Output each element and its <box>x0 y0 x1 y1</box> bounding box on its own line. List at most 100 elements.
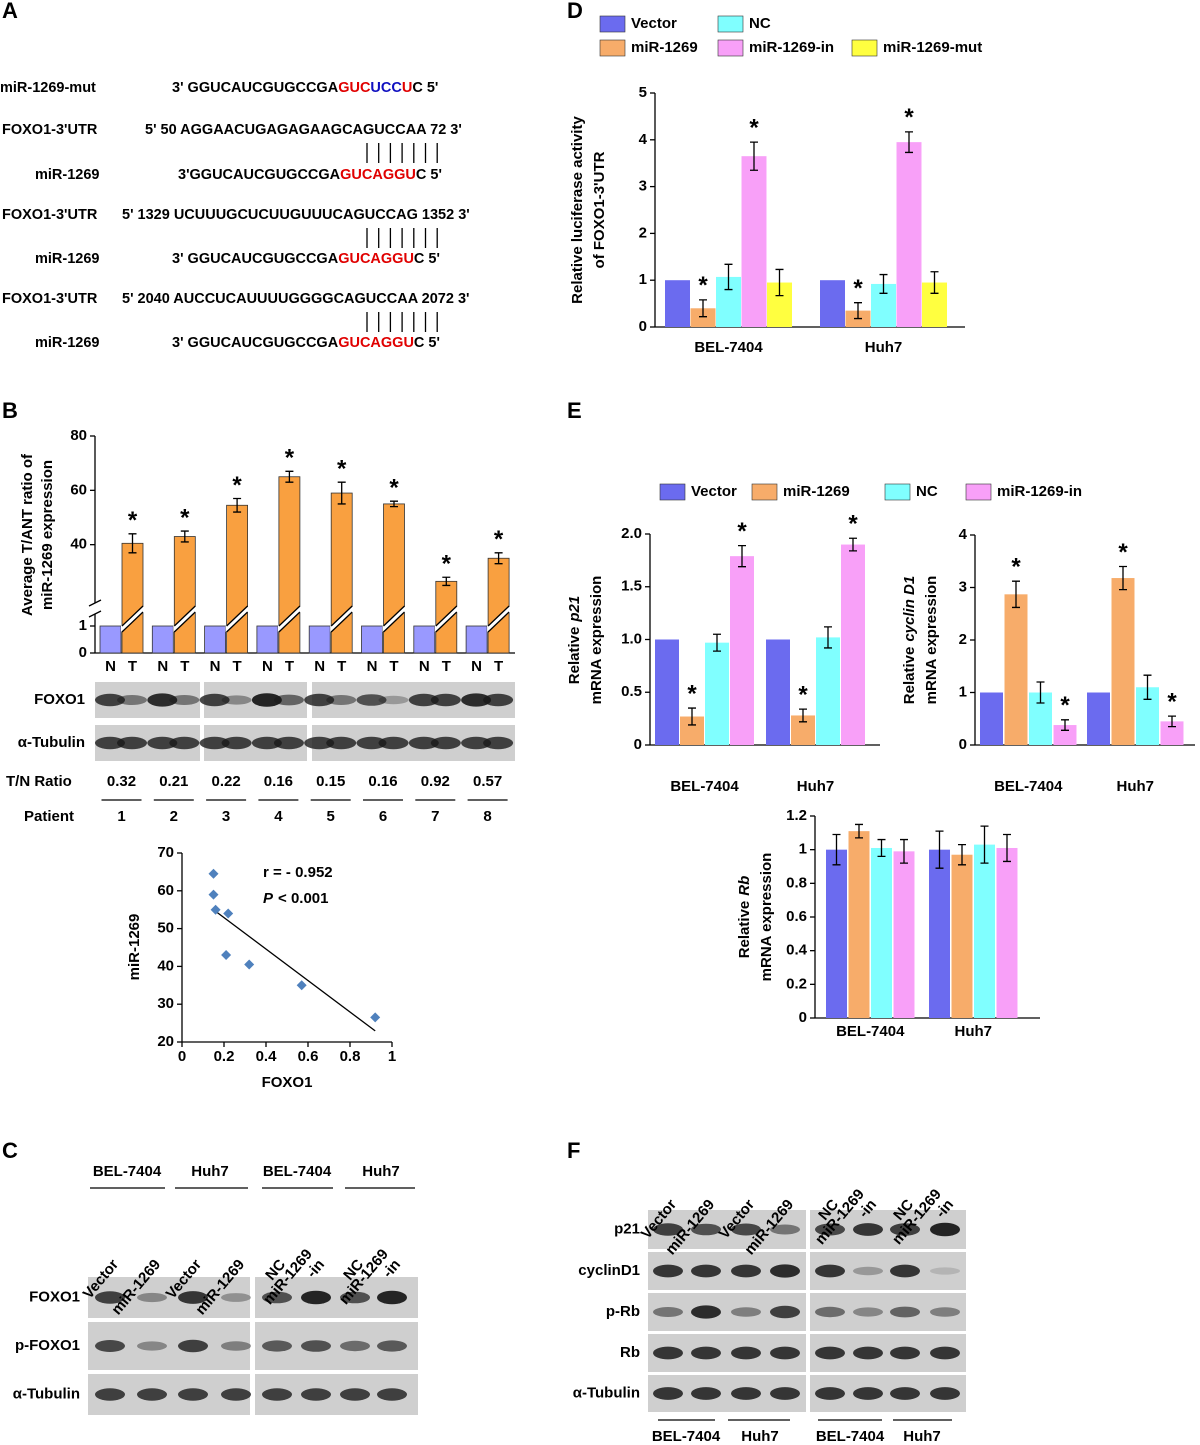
blot-band <box>221 695 252 705</box>
error-bar <box>442 576 451 587</box>
scatter-point <box>244 959 255 970</box>
x-tick-label: N <box>210 658 221 675</box>
x-tick-label: 0 <box>178 1048 186 1065</box>
x-tick-label: BEL-7404 <box>670 778 739 795</box>
bar <box>1160 721 1184 745</box>
sequence: 5' 1329 UCUUUGCUCUUGUUUCAGUCCAG 1352 3' <box>122 207 470 223</box>
y-tick-label: 1 <box>799 841 807 858</box>
y-axis-label: miR-1269 <box>126 914 143 981</box>
blot-band <box>731 1346 761 1360</box>
cell-line-label: Huh7 <box>362 1163 400 1180</box>
error-bar <box>337 481 346 505</box>
y-axis-label: Relative Rb <box>736 876 753 959</box>
error-bar <box>1143 674 1152 700</box>
legend-label: miR-1269-mut <box>883 39 982 56</box>
y-tick-label: 0.4 <box>786 942 808 959</box>
bar <box>871 847 892 1018</box>
y-axis-label: Relative luciferase activity <box>569 116 586 304</box>
blot-band <box>770 1224 800 1235</box>
patient-number: 5 <box>327 808 335 825</box>
x-tick-label: T <box>337 658 346 675</box>
y-tick-label: 0 <box>634 736 642 753</box>
x-tick-label: N <box>157 658 168 675</box>
y-tick-label: 3 <box>639 178 647 195</box>
error-bar <box>980 825 989 864</box>
y-tick-label: 1 <box>639 271 647 288</box>
blot-band <box>304 693 335 707</box>
panel-label: D <box>567 0 583 23</box>
label-part: mRNA expression <box>758 853 775 982</box>
y-tick-label: 2 <box>959 631 967 648</box>
bar <box>465 625 488 654</box>
blot-band <box>691 1305 721 1319</box>
blot-band <box>853 1387 883 1400</box>
legend-swatch <box>659 483 686 501</box>
scatter-point <box>208 889 219 900</box>
significance-label: * <box>128 507 138 534</box>
blot-band <box>930 1307 960 1317</box>
legend-label: Vector <box>631 15 677 32</box>
blot-band <box>199 693 230 707</box>
label-part: Rb <box>736 876 753 896</box>
bar-break <box>330 606 354 632</box>
y-tick-label: 0.6 <box>786 908 807 925</box>
blot-band <box>461 736 492 750</box>
blot-band <box>890 1387 920 1400</box>
blot-band <box>691 1223 721 1236</box>
x-tick-label: N <box>419 658 430 675</box>
blot-band <box>356 694 387 706</box>
x-tick-label: BEL-7404 <box>994 778 1063 795</box>
x-tick-label: T <box>128 658 137 675</box>
blot-band <box>408 693 439 707</box>
annotation-part: r = - 0.952 <box>263 864 333 881</box>
error-bar <box>1003 833 1011 863</box>
blot-band <box>483 736 514 750</box>
bar-break-edge <box>487 611 510 633</box>
legend-label: NC <box>749 15 771 32</box>
blot-band <box>930 1387 960 1400</box>
blot-band <box>653 1264 683 1278</box>
significance-label: * <box>232 472 242 499</box>
cell-line-label: BEL-7404 <box>652 1428 721 1445</box>
sequence-part: GUCAGGU <box>338 335 414 351</box>
bar <box>816 637 840 745</box>
bar <box>766 639 790 745</box>
blot-row-label: FOXO1 <box>29 1288 80 1305</box>
y-tick-label: 0 <box>959 736 967 753</box>
error-bar <box>900 838 908 864</box>
bar-break <box>173 606 197 632</box>
y-tick-label: 70 <box>157 844 174 861</box>
blot-band <box>853 1307 883 1317</box>
sequence-name: FOXO1-3'UTR <box>2 122 98 138</box>
blot-band <box>273 694 304 706</box>
bar <box>705 642 729 745</box>
bar <box>980 692 1003 745</box>
annotation-part: P <box>263 890 274 907</box>
bar-break <box>382 606 406 632</box>
y-axis-label: mRNA expression <box>588 576 605 705</box>
bar-break-edge <box>487 605 510 627</box>
ratio-label: T/N Ratio <box>6 773 72 790</box>
blot-band <box>653 1387 683 1400</box>
cell-line-label: BEL-7404 <box>816 1428 885 1445</box>
label-part: mRNA expression <box>923 576 940 705</box>
sequence-name: miR-1269 <box>35 335 99 351</box>
panel-label: F <box>567 1138 580 1163</box>
axis-break <box>88 610 102 618</box>
legend-label: Vector <box>691 483 737 500</box>
x-tick-label: 1 <box>388 1048 396 1065</box>
significance-label: * <box>1011 554 1021 581</box>
sequence-name: miR-1269-mut <box>0 80 96 96</box>
sequence-part: GUCAGGU <box>338 251 414 267</box>
blot-band <box>95 1291 125 1304</box>
bar <box>665 280 690 327</box>
blot-band <box>815 1223 845 1236</box>
bar <box>951 854 973 1018</box>
error-bar <box>879 273 888 294</box>
significance-label: * <box>904 104 914 131</box>
y-tick-label: 60 <box>70 481 87 498</box>
y-tick-label: 4 <box>639 131 648 148</box>
sequence-part: C 5' <box>412 80 438 96</box>
scatter-point <box>296 980 307 991</box>
sequence-part: 3' GGUCAUCGUGCCGA <box>172 251 339 267</box>
